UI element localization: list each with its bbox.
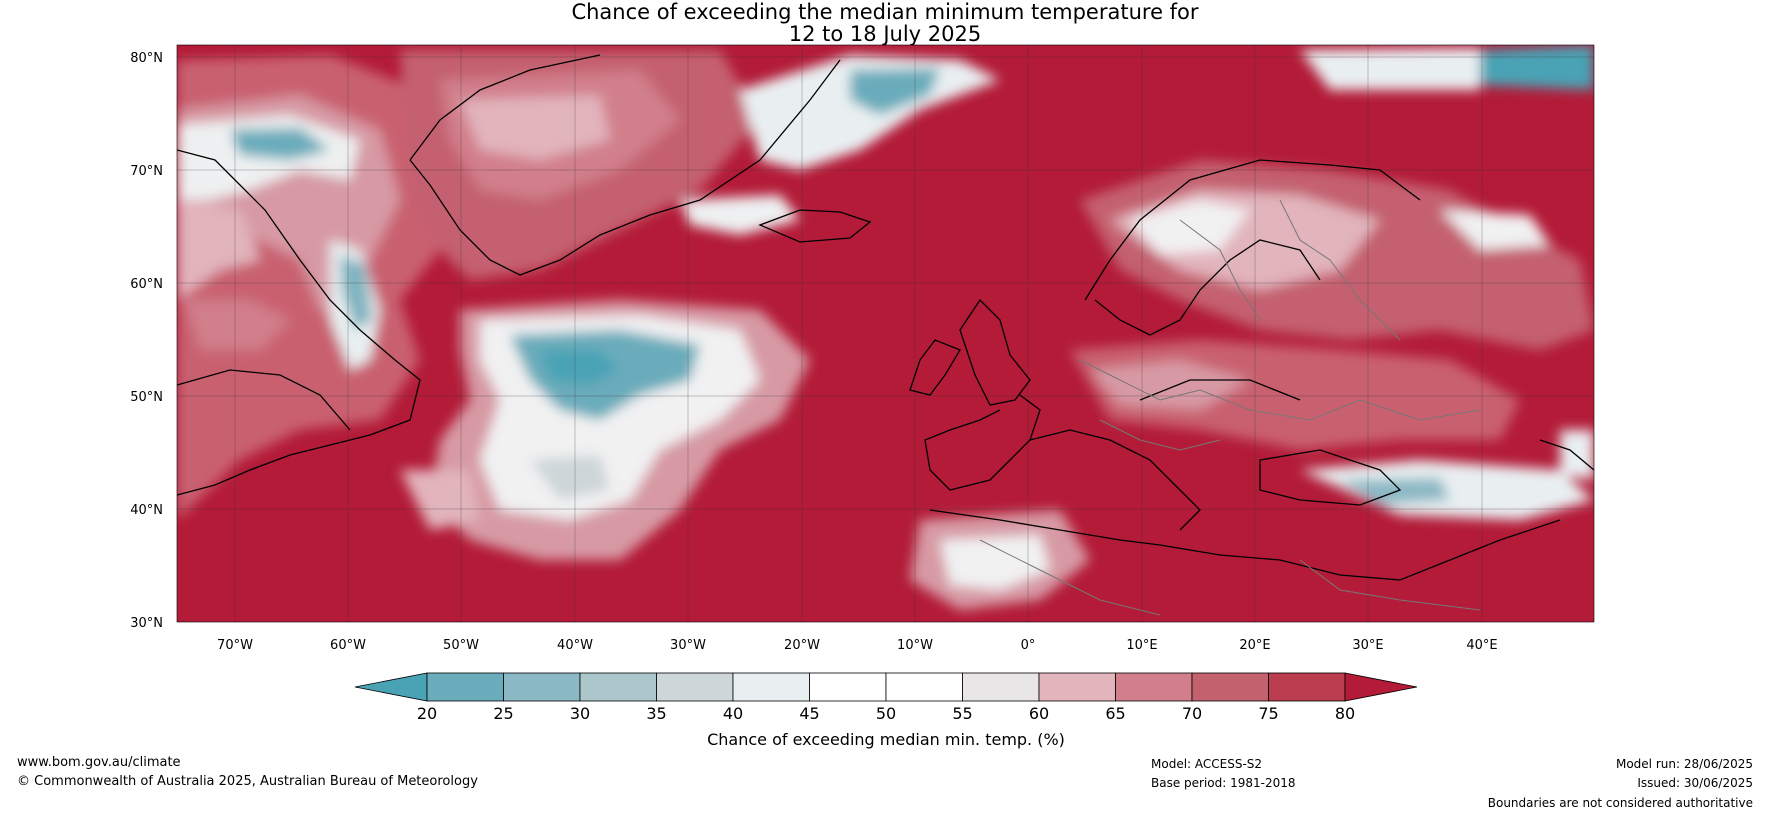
- base-period: Base period: 1981-2018: [1151, 776, 1296, 790]
- lon-label: 10°W: [897, 638, 933, 653]
- colorbar-tick-label: 65: [1105, 704, 1125, 723]
- colorbar-tick-label: 25: [493, 704, 513, 723]
- graticule: [177, 45, 1594, 622]
- lat-label: 40°N: [130, 503, 163, 518]
- lon-label: 70°W: [217, 638, 253, 653]
- map-frame: [176, 44, 1595, 623]
- map-title-line-1: Chance of exceeding the median minimum t…: [571, 0, 1199, 24]
- colorbar-extend-high: [1344, 672, 1418, 702]
- colorbar-segment: [962, 672, 1040, 702]
- colorbar-tick-label: 80: [1335, 704, 1355, 723]
- colorbar-tick-label: 70: [1182, 704, 1202, 723]
- lon-label: 40°W: [557, 638, 593, 653]
- colorbar-tick-label: 60: [1029, 704, 1049, 723]
- lon-label: 10°E: [1126, 638, 1157, 653]
- latitude-labels: 80°N 70°N 60°N 50°N 40°N 30°N: [130, 51, 163, 631]
- colorbar-segment: [503, 672, 581, 702]
- issued-date: Issued: 30/06/2025: [1637, 776, 1753, 790]
- lat-label: 50°N: [130, 390, 163, 405]
- colorbar-segment: [1191, 672, 1269, 702]
- longitude-labels: 70°W 60°W 50°W 40°W 30°W 20°W 10°W 0° 10…: [217, 638, 1498, 653]
- colorbar-tick-label: 20: [417, 704, 437, 723]
- model-run-date: Model run: 28/06/2025: [1615, 757, 1753, 771]
- colorbar-segment: [426, 672, 504, 702]
- colorbar-tick-label: 30: [570, 704, 590, 723]
- country-borders: [979, 199, 1481, 616]
- coastlines: [177, 54, 1594, 581]
- colorbar-segment: [1038, 672, 1116, 702]
- lon-label: 40°E: [1466, 638, 1497, 653]
- colorbar-segment: [885, 672, 963, 702]
- lon-label: 20°W: [784, 638, 820, 653]
- lon-label: 20°E: [1239, 638, 1270, 653]
- colorbar-segment: [809, 672, 887, 702]
- colorbar-segment: [1115, 672, 1193, 702]
- colorbar-tick-label: 35: [646, 704, 666, 723]
- colorbar-segment: [656, 672, 734, 702]
- probability-field: [177, 45, 1594, 622]
- colorbar: 20 25 30 35 40 45 50 55 60 65 70 75 80: [354, 672, 1418, 723]
- lat-label: 60°N: [130, 277, 163, 292]
- copyright-notice: © Commonwealth of Australia 2025, Austra…: [17, 774, 478, 789]
- colorbar-tick-label: 40: [723, 704, 743, 723]
- lat-label: 70°N: [130, 164, 163, 179]
- colorbar-tick-label: 50: [876, 704, 896, 723]
- colorbar-segment: [732, 672, 810, 702]
- website-url: www.bom.gov.au/climate: [17, 755, 181, 770]
- colorbar-extend-low: [354, 672, 428, 702]
- lat-label: 80°N: [130, 51, 163, 66]
- colorbar-tick-label: 45: [799, 704, 819, 723]
- boundaries-disclaimer: Boundaries are not considered authoritat…: [1487, 796, 1753, 810]
- colorbar-segment: [579, 672, 657, 702]
- model-name: Model: ACCESS-S2: [1151, 757, 1263, 771]
- lon-label: 0°: [1021, 638, 1036, 653]
- lon-label: 30°W: [670, 638, 706, 653]
- colorbar-label: Chance of exceeding median min. temp. (%…: [707, 730, 1065, 749]
- lon-label: 50°W: [443, 638, 479, 653]
- colorbar-segment: [1268, 672, 1346, 702]
- colorbar-tick-label: 75: [1258, 704, 1278, 723]
- colorbar-tick-label: 55: [952, 704, 972, 723]
- map-title-line-2: 12 to 18 July 2025: [788, 22, 982, 46]
- lon-label: 60°W: [330, 638, 366, 653]
- lat-label: 30°N: [130, 616, 163, 631]
- lon-label: 30°E: [1352, 638, 1383, 653]
